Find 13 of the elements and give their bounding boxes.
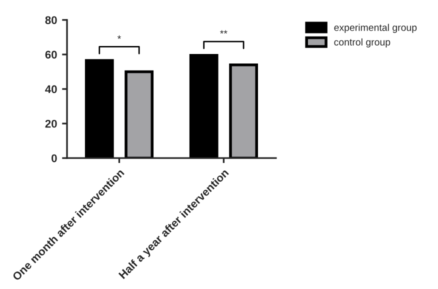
y-tick-label: 0 (52, 154, 57, 162)
bar (84, 59, 114, 158)
y-tick-label: 60 (45, 50, 57, 59)
legend-label: experimental group (334, 24, 417, 33)
annotation: * (118, 35, 121, 39)
bar (189, 54, 218, 158)
legend-label: control group (334, 38, 390, 48)
bar (229, 63, 258, 158)
y-tick-label: 20 (45, 120, 57, 128)
y-tick-label: 80 (45, 16, 57, 24)
bar (124, 70, 154, 158)
y-tick-label: 40 (45, 85, 57, 94)
annotation: ** (220, 30, 228, 34)
